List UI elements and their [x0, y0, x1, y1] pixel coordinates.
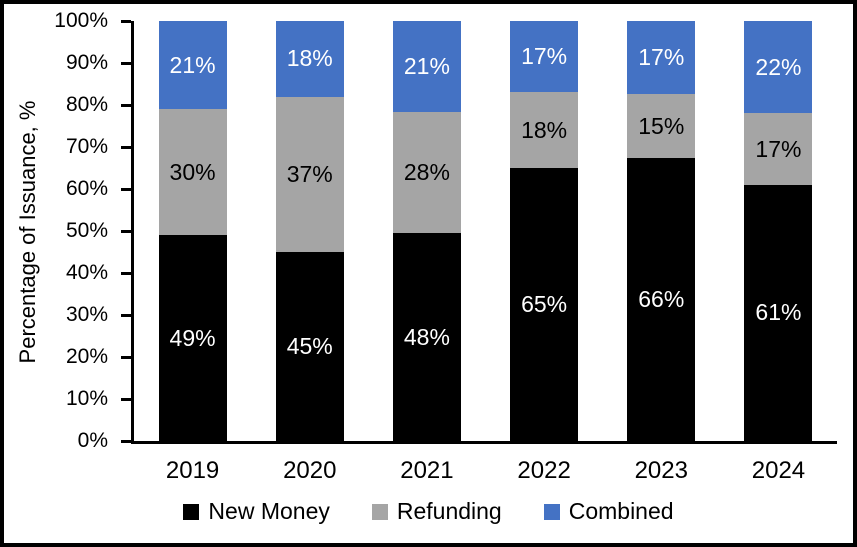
legend-label: Refunding	[396, 498, 502, 524]
stacked-bar: 61% 17% 22%	[744, 21, 813, 441]
bar-segment-label: 17%	[638, 43, 685, 70]
bar-segment: 17%	[510, 21, 579, 93]
bar-segment: 45%	[275, 252, 344, 441]
bar-segment-label: 28%	[403, 159, 450, 186]
bar-segment: 28%	[392, 111, 461, 234]
y-tick-mark	[121, 313, 131, 317]
bar-segment-label: 61%	[755, 299, 802, 326]
y-tick-mark	[121, 103, 131, 107]
x-axis-label: 2020	[283, 457, 337, 484]
legend-swatch-icon	[183, 503, 200, 520]
y-tick-label: 30%	[65, 303, 108, 326]
y-tick-mark	[121, 229, 131, 233]
legend-item: Refunding	[371, 498, 502, 525]
bar-column: 66% 15% 17%	[603, 21, 720, 441]
legend-label: New Money	[208, 498, 330, 524]
bars-layer: 49% 30% 21% 45% 37% 18% 48% 28% 21% 65% 18% 17% 66% 1…	[134, 21, 837, 441]
y-tick-mark	[121, 145, 131, 149]
y-tick-label: 60%	[65, 177, 108, 200]
bar-segment: 17%	[627, 21, 696, 94]
legend-item: Combined	[543, 498, 674, 525]
x-axis-label: 2024	[751, 457, 806, 484]
bar-segment-label: 17%	[755, 135, 802, 162]
y-tick-mark	[121, 397, 131, 401]
y-tick-mark	[121, 355, 131, 359]
x-axis-label: 2023	[634, 457, 688, 484]
legend-label: Combined	[568, 498, 674, 524]
stacked-bar: 66% 15% 17%	[627, 21, 696, 441]
bar-segment: 30%	[158, 109, 227, 236]
bar-segment-label: 30%	[169, 158, 216, 185]
bar-segment-label: 65%	[521, 291, 568, 317]
bar-segment-label: 22%	[755, 53, 802, 80]
y-tick-label: 10%	[65, 387, 108, 410]
bar-column: 48% 28% 21%	[368, 21, 485, 441]
bar-segment: 48%	[392, 233, 461, 441]
x-axis-label: 2019	[165, 457, 220, 484]
bar-segment-label: 45%	[286, 333, 333, 359]
bar-segment: 21%	[392, 21, 461, 112]
y-tick-label: 90%	[65, 51, 108, 74]
bar-segment-label: 21%	[403, 52, 450, 79]
x-axis-label: 2022	[517, 457, 571, 484]
x-axis-labels: 2019 2020 2021 2022 2023 2024	[134, 457, 837, 485]
bar-segment-label: 15%	[638, 112, 685, 139]
x-axis-label: 2021	[400, 457, 454, 484]
bar-segment: 18%	[275, 21, 344, 97]
legend-swatch-icon	[371, 503, 388, 520]
y-tick-mark	[121, 271, 131, 275]
y-tick-mark	[121, 439, 131, 443]
bar-segment-label: 37%	[286, 160, 333, 187]
legend: New Money Refunding Combined	[4, 498, 853, 525]
stacked-bar: 48% 28% 21%	[392, 21, 461, 441]
y-tick-label: 70%	[65, 135, 108, 158]
bar-segment: 61%	[744, 184, 813, 441]
bar-segment: 21%	[158, 21, 227, 110]
y-tick-label: 40%	[65, 261, 108, 284]
bar-segment-label: 17%	[521, 43, 568, 70]
bar-segment-label: 49%	[169, 324, 216, 351]
bar-segment: 49%	[158, 235, 227, 441]
bar-segment: 37%	[275, 96, 344, 252]
bar-segment: 65%	[510, 168, 579, 441]
stacked-bar: 45% 37% 18%	[275, 21, 344, 441]
bar-segment-label: 66%	[638, 286, 685, 313]
bar-segment: 15%	[627, 93, 696, 159]
bar-segment-label: 21%	[169, 51, 216, 78]
stacked-bar: 49% 30% 21%	[158, 21, 227, 441]
y-tick-label: 100%	[54, 9, 108, 32]
bar-segment: 66%	[627, 158, 696, 441]
y-tick-mark	[121, 19, 131, 23]
bar-segment: 17%	[744, 113, 813, 185]
y-tick-mark	[121, 61, 131, 65]
y-tick-mark	[121, 187, 131, 191]
bar-column: 45% 37% 18%	[251, 21, 368, 441]
stacked-bar: 65% 18% 17%	[510, 21, 579, 441]
bar-segment-label: 48%	[403, 323, 450, 350]
y-tick-label: 0%	[77, 429, 108, 452]
y-tick-label: 80%	[65, 93, 108, 116]
legend-item: New Money	[183, 498, 330, 525]
bar-segment: 22%	[744, 21, 813, 114]
bar-column: 65% 18% 17%	[486, 21, 603, 441]
bar-segment-label: 18%	[521, 116, 568, 143]
legend-swatch-icon	[543, 503, 560, 520]
y-tick-label: 50%	[65, 219, 108, 242]
y-tick-label: 20%	[65, 345, 108, 368]
bar-column: 49% 30% 21%	[134, 21, 251, 441]
plot-area: 49% 30% 21% 45% 37% 18% 48% 28% 21% 65% 18% 17% 66% 1…	[131, 21, 837, 444]
stacked-bar-chart: Percentage of Issuance, % 0% 10% 20% 30% 40%…	[4, 4, 853, 543]
bar-column: 61% 17% 22%	[720, 21, 837, 441]
bar-segment-label: 18%	[286, 45, 333, 72]
bar-segment: 18%	[510, 92, 579, 168]
